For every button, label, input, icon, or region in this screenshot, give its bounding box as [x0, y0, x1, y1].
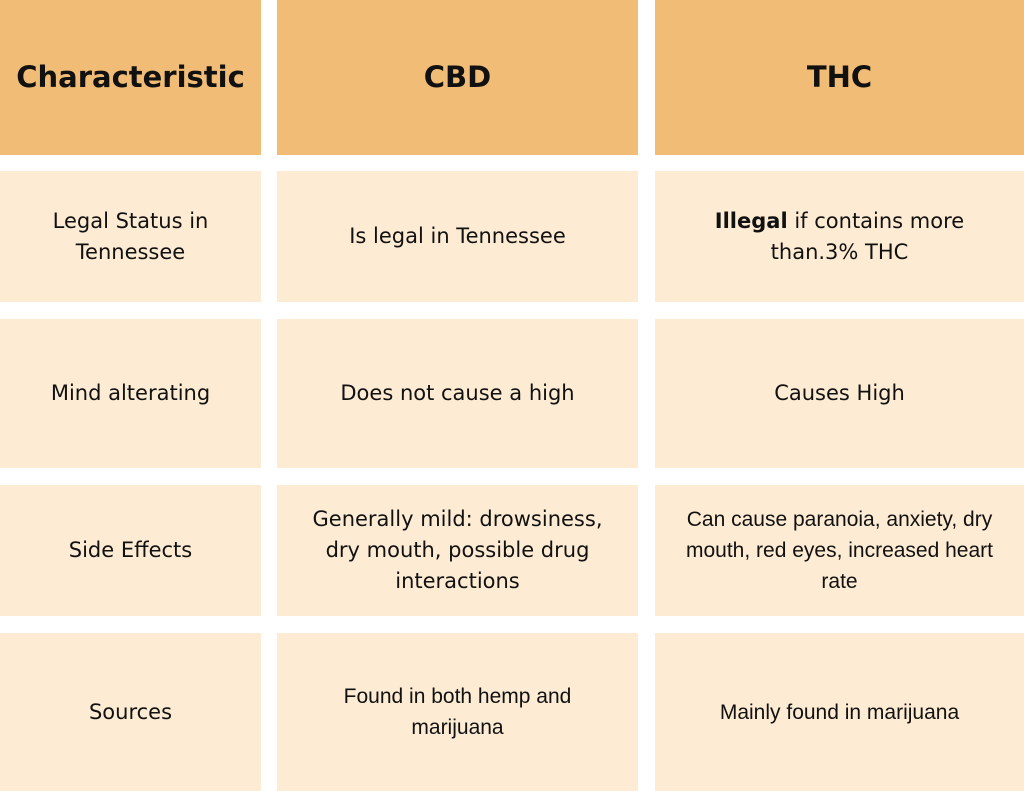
header-thc-label: THC	[806, 60, 873, 94]
row-mind-altering-thc: Causes High	[655, 319, 1024, 468]
row-mind-altering-characteristic: Mind alterating	[0, 319, 261, 468]
header-characteristic-label: Characteristic	[16, 60, 245, 94]
row-sources-thc: Mainly found in marijuana	[655, 633, 1024, 791]
row-sources-characteristic: Sources	[0, 633, 261, 791]
row-legal-status-characteristic: Legal Status in Tennessee	[0, 171, 261, 302]
cell-text: Side Effects	[68, 538, 193, 562]
cell-text-rest: if contains more than.3% THC	[770, 208, 965, 264]
row-legal-status-thc: Illegal if contains more than.3% THC	[655, 171, 1024, 302]
row-side-effects-cbd: Generally mild: drowsiness, dry mouth, p…	[277, 485, 638, 616]
cell-text: Can cause paranoia, anxiety, dry mouth, …	[685, 508, 993, 593]
illegal-emphasis: Illegal	[714, 208, 788, 233]
cell-text: Is legal in Tennessee	[349, 224, 566, 248]
cell-text: Sources	[88, 699, 173, 724]
cell-text: Causes High	[774, 381, 905, 405]
header-characteristic: Characteristic	[0, 0, 261, 155]
row-sources-cbd: Found in both hemp and marijuana	[277, 633, 638, 791]
cell-text: Generally mild: drowsiness, dry mouth, p…	[312, 507, 603, 593]
header-cbd: CBD	[277, 0, 638, 155]
cell-text: Found in both hemp and marijuana	[343, 685, 572, 739]
header-thc: THC	[655, 0, 1024, 155]
row-side-effects-characteristic: Side Effects	[0, 485, 261, 616]
cell-text: Mind alterating	[50, 381, 211, 405]
row-legal-status-cbd: Is legal in Tennessee	[277, 171, 638, 302]
cell-text: Legal Status in Tennessee	[52, 208, 209, 264]
cell-text: Does not cause a high	[340, 381, 575, 405]
row-side-effects-thc: Can cause paranoia, anxiety, dry mouth, …	[655, 485, 1024, 616]
cell-text: Mainly found in marijuana	[719, 700, 960, 724]
row-mind-altering-cbd: Does not cause a high	[277, 319, 638, 468]
header-cbd-label: CBD	[423, 60, 492, 94]
cell-text: Illegal if contains more than.3% THC	[680, 206, 1000, 268]
